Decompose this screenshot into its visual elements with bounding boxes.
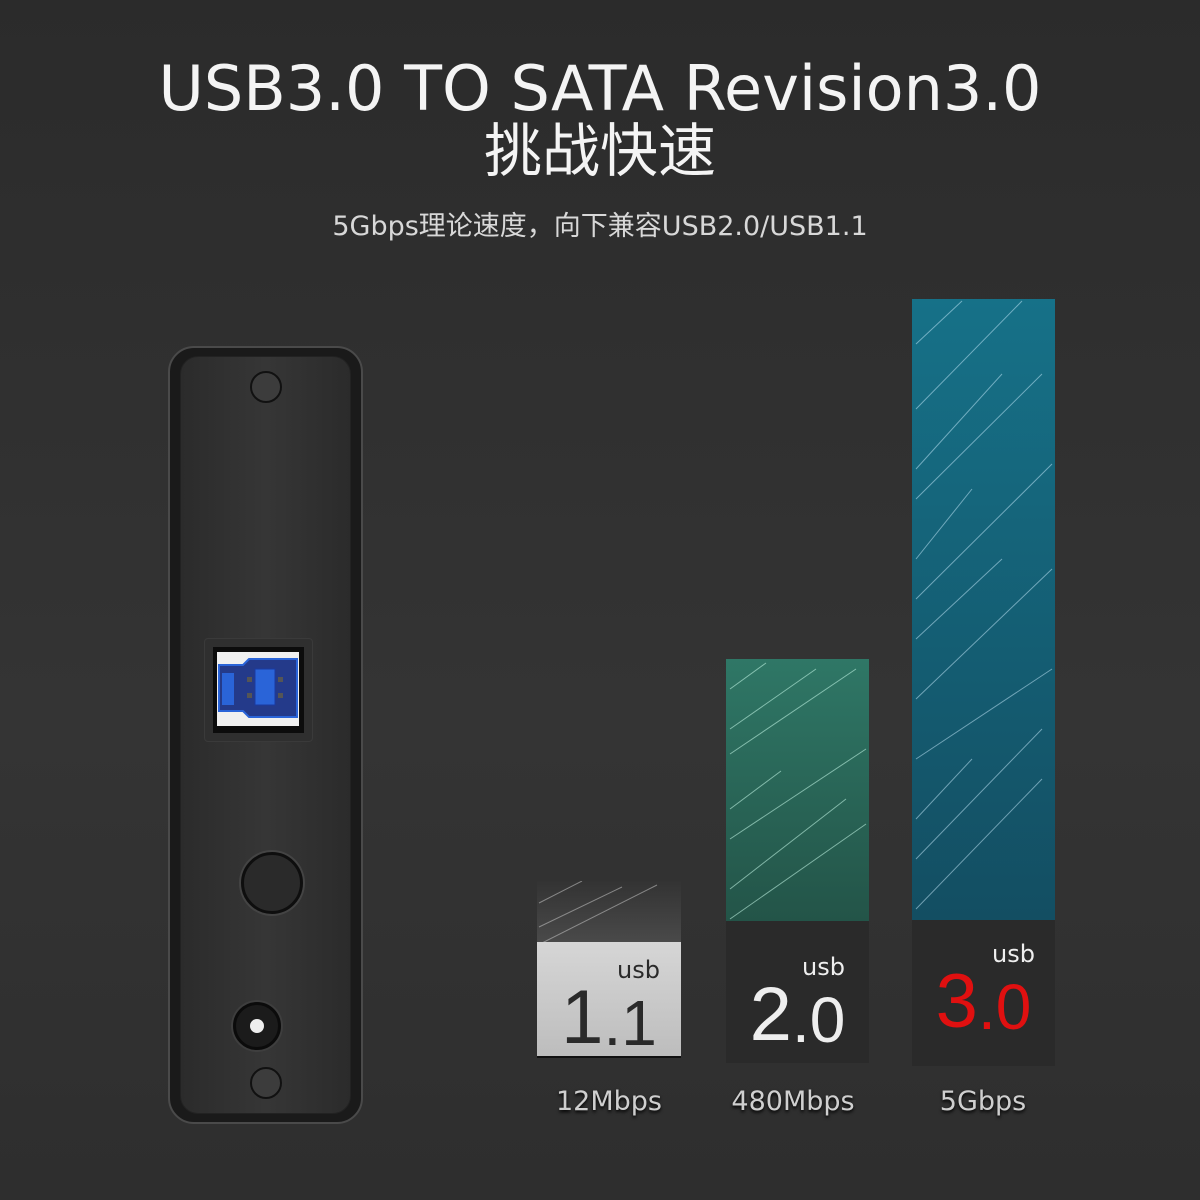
bar-usb-2-0 [726, 659, 869, 922]
version-label-usb-2-0: usb 2 .0 [726, 921, 869, 1063]
bar-usb-3-0 [912, 299, 1055, 921]
page-title-cn: 挑战快速 [483, 117, 716, 185]
version-minor: .0 [791, 984, 846, 1056]
version-label-usb-3-0: usb 3 .0 [912, 920, 1055, 1066]
enclosure-device [168, 346, 363, 1124]
bar-usb-1-1 [537, 881, 681, 943]
version-label-usb-1-1: usb 1 .1 [537, 942, 681, 1058]
speed-label: 480Mbps [731, 1086, 855, 1117]
screw-icon [250, 1067, 282, 1099]
version-number: 3 .0 [912, 959, 1055, 1044]
speed-label: 5Gbps [939, 1086, 1027, 1117]
usb-3-b-port-icon [213, 647, 304, 733]
usb-prefix: usb [617, 956, 660, 984]
usb-prefix: usb [802, 953, 845, 981]
subtitle: 5Gbps理论速度，向下兼容USB2.0/USB1.1 [332, 211, 868, 242]
usb-port [204, 638, 313, 742]
version-minor: .1 [603, 987, 657, 1059]
screw-icon [250, 371, 282, 403]
dc-power-jack [233, 1002, 281, 1050]
version-number: 1 .1 [537, 975, 681, 1060]
version-minor: .0 [977, 971, 1032, 1043]
version-major: 1 [561, 975, 604, 1060]
speed-label: 12Mbps [556, 1086, 662, 1117]
usb-prefix: usb [992, 940, 1035, 968]
version-major: 3 [935, 959, 978, 1044]
version-number: 2 .0 [726, 972, 869, 1057]
version-major: 2 [749, 972, 792, 1057]
page-title: USB3.0 TO SATA Revision3.0 [158, 52, 1042, 125]
power-button[interactable] [241, 852, 303, 914]
